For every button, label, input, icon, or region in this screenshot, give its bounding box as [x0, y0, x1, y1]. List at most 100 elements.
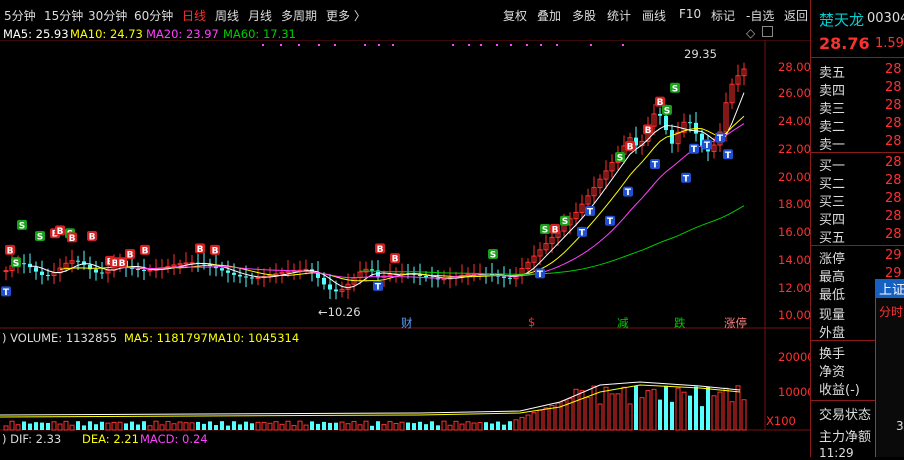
net-asset-label: 净资: [819, 365, 846, 380]
volume-bar: [609, 393, 615, 431]
ma20-label: MA20: 23.97: [146, 27, 219, 41]
signal-marker-box: [117, 257, 127, 268]
volume-bar: [393, 422, 399, 431]
volume-bar: [477, 422, 483, 431]
volume-bar: [334, 422, 338, 430]
signal-marker-box: [577, 226, 587, 237]
event-marker-report[interactable]: 财: [401, 316, 413, 330]
diamond-icon[interactable]: ◇: [746, 26, 756, 40]
volume-bar: [63, 420, 69, 431]
signal-marker-text: T: [691, 145, 698, 155]
volume-bar: [69, 424, 75, 431]
volume-bar: [100, 421, 104, 430]
candle-body: [543, 243, 549, 251]
volume-bar: [723, 387, 729, 431]
signal-marker-text: B: [212, 246, 219, 256]
event-marker-dividend[interactable]: $: [528, 315, 536, 329]
signal-marker-box: [702, 139, 712, 150]
period-more[interactable]: 更多 〉: [326, 9, 366, 23]
price-tick: 28.00: [778, 60, 811, 74]
volume-bar: [459, 423, 465, 431]
period-5min[interactable]: 5分钟: [4, 9, 36, 23]
period-weekly[interactable]: 周线: [215, 9, 240, 23]
overlay-button[interactable]: 叠加: [537, 9, 562, 23]
candle-body: [82, 261, 86, 265]
index-popup[interactable]: 上证 分时 3: [875, 279, 904, 457]
period-30min[interactable]: 30分钟: [88, 9, 128, 23]
back-button[interactable]: 返回: [784, 9, 809, 23]
volume-bar: [171, 423, 177, 431]
candle-body: [28, 263, 32, 268]
high-value: 29: [885, 266, 902, 281]
multi-stock-button[interactable]: 多股: [572, 9, 597, 23]
candle-body: [723, 102, 729, 133]
period-monthly[interactable]: 月线: [248, 9, 273, 23]
volume-bar: [603, 386, 609, 431]
limit-up-label: 涨停: [819, 252, 846, 267]
signal-marker-box: [643, 124, 653, 135]
volume-bar: [322, 421, 326, 430]
signal-marker-box: [670, 82, 680, 93]
stats-button[interactable]: 统计: [607, 9, 632, 23]
candle-body: [100, 272, 104, 274]
macd-dea: DEA: 2.21: [82, 432, 139, 446]
price-tick: 14.00: [778, 253, 811, 267]
candle-body: [681, 121, 687, 133]
maximize-icon[interactable]: [762, 26, 773, 37]
adjust-button[interactable]: 复权: [503, 9, 528, 23]
ma-line: [29, 92, 745, 289]
f10-button[interactable]: F10: [679, 7, 702, 21]
kline-chart[interactable]: BSSSBBSBBBBBBBBBBBSSBSSBBBSSTTTTTTTTTTTT…: [0, 40, 810, 457]
signal-marker-box: [488, 248, 498, 259]
index-popup-title[interactable]: 上证: [876, 279, 904, 298]
ask-5-label: 卖五: [819, 66, 846, 81]
volume-bar: [339, 421, 345, 431]
volume-bar: [28, 423, 32, 430]
candle-body: [322, 277, 326, 285]
candle-body: [46, 274, 50, 276]
event-marker-limit-up[interactable]: 涨停: [724, 316, 747, 330]
candle-body: [22, 263, 26, 265]
period-15min[interactable]: 15分钟: [44, 9, 84, 23]
period-multi[interactable]: 多周期: [281, 9, 318, 23]
signal-marker-text: S: [490, 250, 496, 260]
volume-bar: [735, 385, 741, 431]
signal-marker-box: [681, 172, 691, 183]
signal-marker-box: [625, 140, 635, 151]
self-select-button[interactable]: -自选: [746, 9, 775, 23]
event-marker-drop[interactable]: 跌: [674, 316, 686, 330]
stock-code: 00304: [867, 11, 904, 26]
index-popup-tab[interactable]: 分时: [879, 305, 904, 319]
volume-bar: [142, 421, 146, 430]
draw-line-button[interactable]: 画线: [642, 9, 667, 23]
volume-bar: [634, 386, 638, 430]
signal-marker-text: T: [683, 174, 690, 184]
candle-body: [436, 278, 440, 280]
candle-body: [238, 274, 242, 277]
volume-bar: [424, 424, 428, 430]
event-marker-reduce[interactable]: 减: [617, 316, 629, 330]
volume-bar: [202, 423, 206, 430]
signal-marker-box: [535, 268, 545, 279]
signal-marker-text: B: [627, 142, 634, 152]
limit-dots: [262, 44, 624, 46]
volume-bar: [688, 395, 692, 430]
candle-body: [531, 255, 537, 263]
mark-button[interactable]: 标记: [711, 9, 736, 23]
ma60-label: MA60: 17.31: [223, 27, 296, 41]
limit-dot: [452, 44, 454, 46]
volume-bar: [291, 425, 297, 431]
candle-body: [670, 130, 674, 144]
signal-marker-box: [655, 96, 665, 107]
period-daily[interactable]: 日线: [182, 9, 207, 23]
volume-bar: [22, 421, 26, 430]
candle-body: [603, 170, 609, 180]
stock-change: 1.59: [875, 36, 904, 51]
candle-body: [69, 260, 75, 264]
candle-body: [537, 249, 543, 257]
limit-dot: [622, 44, 624, 46]
signal-marker-text: T: [717, 134, 724, 144]
period-60min[interactable]: 60分钟: [134, 9, 174, 23]
volume-bar: [279, 423, 285, 431]
volume-bar: [177, 421, 183, 431]
